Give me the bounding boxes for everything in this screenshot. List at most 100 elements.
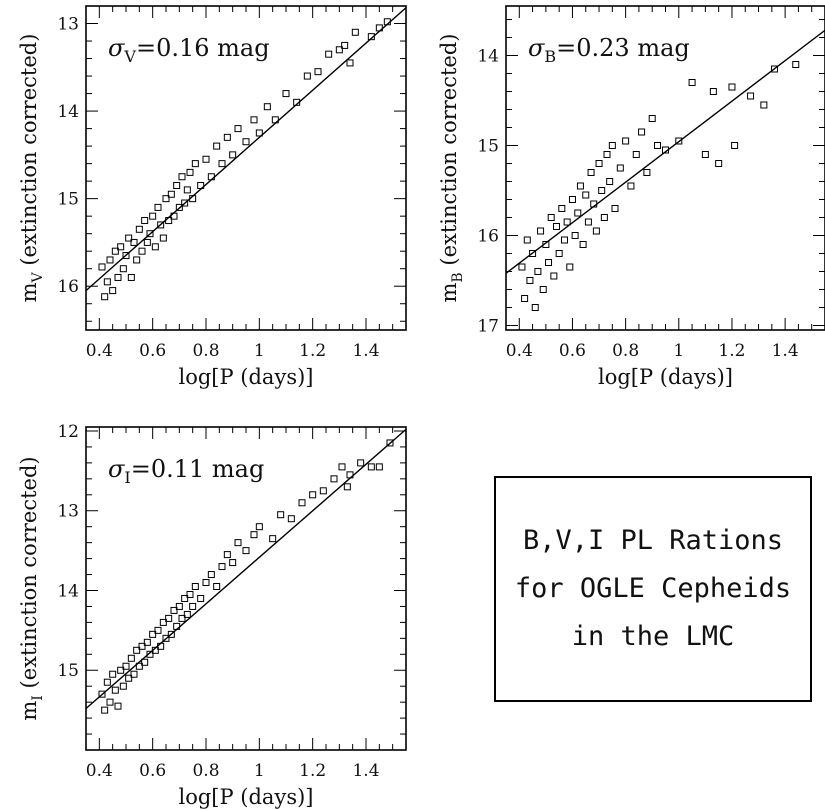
data-point [553, 223, 561, 230]
data-point [154, 626, 162, 634]
y-label-main: m [17, 701, 41, 721]
sigma-annotation: σV=0.16 mag [108, 34, 270, 66]
data-point [255, 523, 263, 531]
data-point [167, 190, 175, 198]
y-tick-label: 15 [57, 661, 79, 681]
data-point [595, 160, 603, 167]
data-point [375, 463, 383, 471]
data-point [701, 151, 709, 158]
data-point [526, 277, 534, 284]
x-tick-label: 1 [254, 761, 265, 781]
sigma-annotation: σI=0.11 mag [108, 455, 264, 487]
data-point [747, 92, 755, 100]
y-tick-label: 14 [57, 581, 79, 601]
data-point [101, 706, 109, 714]
data-point [189, 602, 197, 610]
data-point [119, 265, 127, 273]
x-tick-label: 1.4 [352, 761, 379, 781]
data-point [122, 662, 130, 670]
y-label-rest: (extinction corrected) [437, 34, 461, 273]
data-point [335, 46, 343, 54]
y-tick-label: 12 [57, 422, 79, 442]
data-point [109, 670, 117, 678]
data-point [218, 160, 226, 168]
data-point [191, 160, 199, 168]
data-point [207, 571, 215, 579]
data-point [127, 273, 135, 281]
data-point [127, 654, 135, 662]
data-point [632, 151, 640, 158]
data-point [159, 234, 167, 242]
x-tick-label: 0.8 [612, 341, 639, 361]
sigma-symbol: σ [108, 455, 125, 483]
x-tick-label: 1.2 [299, 341, 326, 361]
data-point [149, 212, 157, 220]
caption-box: B,V,I PL Rations for OGLE Cepheids in th… [494, 476, 812, 702]
y-tick-label: 17 [477, 317, 499, 337]
data-point [175, 203, 183, 211]
data-point [135, 662, 143, 670]
data-point [539, 286, 547, 293]
data-point [117, 243, 125, 251]
data-point [106, 698, 114, 706]
y-tick-label: 13 [57, 502, 79, 522]
data-point [579, 241, 587, 248]
data-point [560, 236, 568, 244]
data-point [213, 142, 221, 150]
y-axis-label: mB (extinction corrected) [437, 34, 466, 303]
data-point [309, 491, 317, 499]
data-point [173, 182, 181, 190]
data-point [114, 273, 122, 281]
data-point [314, 68, 322, 76]
data-point [598, 187, 606, 194]
data-point [545, 259, 553, 266]
data-point [269, 535, 277, 543]
data-point [117, 666, 125, 674]
data-point [157, 221, 165, 229]
data-point [537, 227, 545, 235]
data-point [130, 670, 138, 678]
caption-line-2: for OGLE Cepheids [514, 573, 792, 604]
x-tick-label: 1.4 [772, 341, 799, 361]
sigma-subscript: V [123, 47, 136, 66]
data-point [563, 218, 571, 226]
x-tick-label: 0.6 [139, 341, 166, 361]
data-point [162, 195, 170, 203]
data-point [576, 182, 584, 190]
data-point [146, 230, 154, 238]
data-point [181, 594, 189, 602]
data-point [319, 487, 327, 495]
data-point [154, 203, 162, 211]
data-point [518, 263, 526, 271]
data-point [728, 83, 736, 91]
sigma-value: =0.11 mag [131, 455, 265, 483]
x-axis-label: log[P (days)] [179, 365, 314, 389]
data-point [587, 169, 595, 176]
x-tick-label: 1 [254, 341, 265, 361]
data-point [98, 263, 106, 271]
data-point [608, 142, 616, 149]
data-point [550, 272, 558, 280]
sigma-symbol: σ [108, 34, 125, 62]
data-point [568, 196, 576, 203]
data-point [122, 252, 130, 260]
data-point [178, 614, 186, 622]
data-point [611, 205, 619, 212]
data-point [109, 287, 117, 295]
data-point [346, 59, 354, 67]
data-point [592, 227, 600, 235]
data-point [149, 630, 157, 638]
x-tick-label: 0.6 [139, 761, 166, 781]
x-tick-label: 0.8 [192, 341, 219, 361]
data-point [555, 250, 563, 257]
y-label-main: m [17, 282, 41, 302]
data-point [770, 65, 778, 73]
data-point [582, 191, 590, 199]
data-point [600, 214, 608, 221]
data-point [183, 186, 191, 194]
data-point [125, 674, 133, 682]
data-point [574, 209, 582, 217]
data-point [186, 168, 194, 176]
